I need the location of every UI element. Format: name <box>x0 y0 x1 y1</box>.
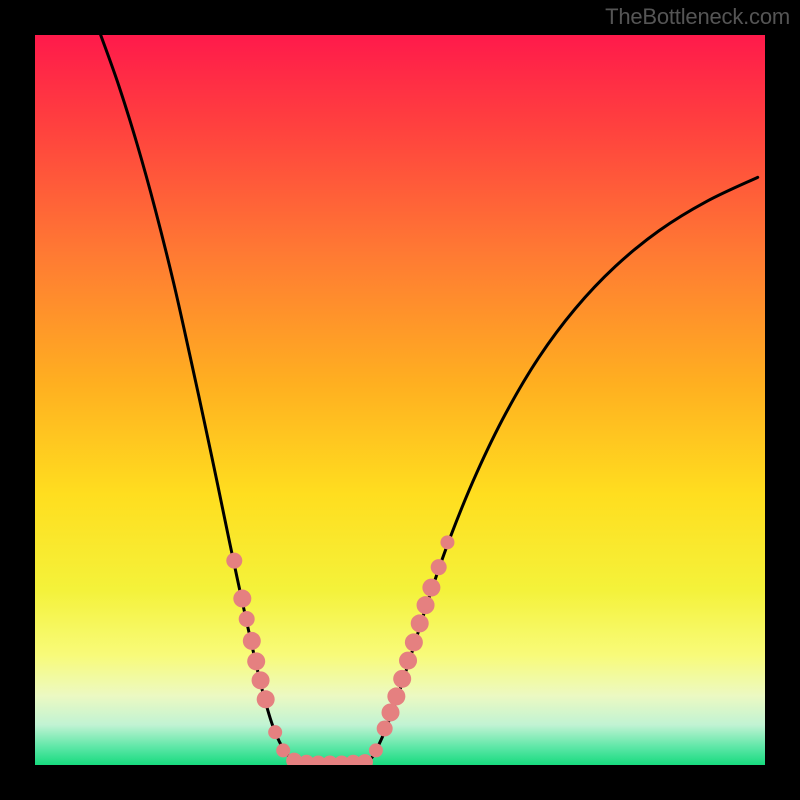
data-point <box>411 614 429 632</box>
data-point <box>369 743 383 757</box>
data-point <box>377 721 393 737</box>
data-point <box>393 670 411 688</box>
data-point <box>276 743 290 757</box>
data-point <box>247 652 265 670</box>
data-point <box>431 559 447 575</box>
chart-svg <box>0 0 800 800</box>
data-point <box>226 553 242 569</box>
data-point <box>239 611 255 627</box>
data-point <box>243 632 261 650</box>
data-point <box>387 687 405 705</box>
data-point <box>399 652 417 670</box>
data-point <box>405 633 423 651</box>
data-point <box>417 596 435 614</box>
chart-stage: TheBottleneck.com <box>0 0 800 800</box>
data-point <box>440 535 454 549</box>
data-point <box>268 725 282 739</box>
data-point <box>257 690 275 708</box>
data-point <box>382 703 400 721</box>
data-point <box>252 671 270 689</box>
data-point <box>233 590 251 608</box>
plot-background <box>35 35 765 765</box>
data-point <box>422 579 440 597</box>
